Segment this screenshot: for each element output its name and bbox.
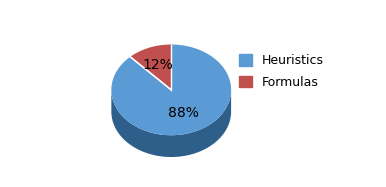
Polygon shape bbox=[111, 45, 231, 135]
Legend: Heuristics, Formulas: Heuristics, Formulas bbox=[239, 54, 324, 89]
Text: 12%: 12% bbox=[142, 58, 173, 72]
Text: 88%: 88% bbox=[168, 106, 199, 120]
Polygon shape bbox=[111, 91, 231, 157]
Polygon shape bbox=[130, 45, 171, 90]
